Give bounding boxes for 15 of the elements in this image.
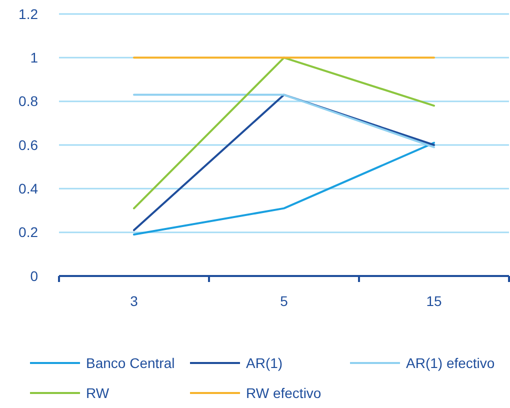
y-tick-label: 1: [30, 50, 38, 66]
y-tick-label: 1.2: [18, 6, 38, 22]
legend-label: RW efectivo: [246, 384, 322, 401]
legend-label: AR(1): [246, 354, 283, 371]
legend-label: AR(1) efectivo: [406, 354, 495, 371]
x-tick-label: 3: [130, 293, 138, 309]
y-tick-label: 0: [30, 268, 38, 284]
y-tick-label: 0.4: [18, 180, 38, 197]
x-tick-label: 15: [426, 293, 442, 309]
y-tick-label: 0.6: [18, 136, 38, 153]
x-tick-label: 5: [280, 293, 288, 309]
y-tick-label: 0.2: [18, 224, 38, 240]
legend-label: RW: [86, 384, 110, 401]
legend-label: Banco Central: [86, 354, 175, 371]
y-tick-label: 0.8: [18, 93, 38, 110]
